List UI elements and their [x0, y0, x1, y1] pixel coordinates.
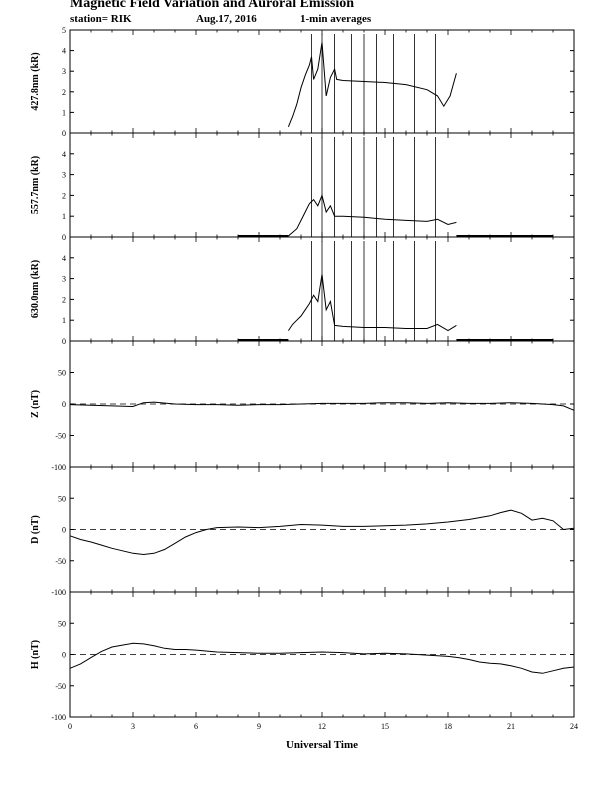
x-axis-label: Universal Time — [286, 739, 358, 751]
y-tick-label: 4 — [62, 150, 66, 159]
y-tick-label: 3 — [62, 171, 66, 180]
y-tick-label: 0 — [62, 526, 66, 535]
chart-title: Magnetic Field Variation and Auroral Emi… — [70, 0, 355, 11]
x-tick-label: 18 — [444, 722, 452, 731]
y-tick-label: 0 — [62, 651, 66, 660]
y-axis-label: 427.8nm (kR) — [30, 52, 41, 110]
y-axis-label: D (nT) — [30, 515, 41, 544]
y-tick-label: 2 — [62, 88, 66, 97]
x-tick-label: 15 — [381, 722, 389, 731]
x-tick-label: 12 — [318, 722, 326, 731]
y-tick-label: -50 — [55, 682, 66, 691]
y-tick-label: -100 — [51, 713, 66, 722]
x-tick-label: 9 — [257, 722, 261, 731]
y-axis-label: 630.0nm (kR) — [30, 260, 41, 318]
y-tick-label: 1 — [62, 212, 66, 221]
y-tick-label: 5 — [62, 26, 66, 35]
series-line-5 — [69, 509, 575, 556]
x-tick-label: 0 — [68, 722, 72, 731]
y-tick-label: 4 — [62, 254, 66, 263]
series-line-1 — [287, 42, 457, 127]
series-line-2 — [288, 193, 457, 237]
y-tick-label: 0 — [62, 233, 66, 242]
x-tick-label: 24 — [570, 722, 578, 731]
y-tick-label: -50 — [55, 432, 66, 441]
y-tick-label: 50 — [58, 369, 66, 378]
y-tick-label: 0 — [62, 129, 66, 138]
series-line-6 — [69, 642, 575, 674]
y-tick-label: 1 — [62, 316, 66, 325]
series-line-4 — [69, 401, 575, 411]
x-tick-label: 6 — [194, 722, 198, 731]
averaging-label: 1-min averages — [300, 13, 372, 25]
x-tick-label: 3 — [131, 722, 135, 731]
y-axis-label: H (nT) — [30, 640, 41, 669]
series-line-3 — [287, 274, 457, 332]
y-tick-label: 3 — [62, 67, 66, 76]
y-tick-label: 0 — [62, 400, 66, 409]
y-axis-label: Z (nT) — [30, 390, 41, 418]
y-tick-label: 3 — [62, 275, 66, 284]
x-tick-label: 21 — [507, 722, 515, 731]
y-tick-label: 2 — [62, 191, 66, 200]
y-tick-label: 50 — [58, 494, 66, 503]
date-label: Aug.17, 2016 — [196, 13, 257, 25]
y-tick-label: 50 — [58, 619, 66, 628]
y-axis-label: 557.7nm (kR) — [30, 156, 41, 214]
y-tick-label: 4 — [62, 47, 66, 56]
y-tick-label: 0 — [62, 337, 66, 346]
y-tick-label: -100 — [51, 588, 66, 597]
y-tick-label: -100 — [51, 463, 66, 472]
y-tick-label: 2 — [62, 295, 66, 304]
y-tick-label: 1 — [62, 108, 66, 117]
y-tick-label: -50 — [55, 557, 66, 566]
station-label: station= RIK — [70, 13, 132, 25]
